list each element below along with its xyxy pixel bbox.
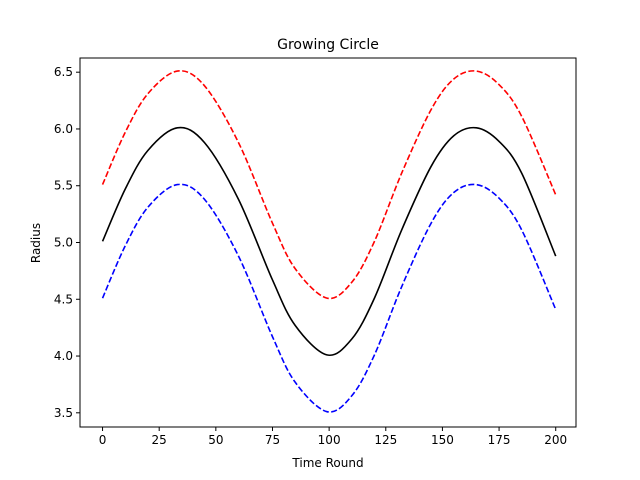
x-axis-label: Time Round (291, 456, 363, 470)
series-line-3 (101, 183, 557, 413)
y-tick-label: 5.5 (54, 179, 73, 193)
y-tick-label: 5.0 (54, 236, 73, 250)
x-tick-label: 200 (544, 433, 567, 447)
x-tick-label: 75 (265, 433, 280, 447)
y-tick-label: 6.0 (54, 122, 73, 136)
series-layer (101, 70, 557, 413)
x-axis: 0 25 50 75 100 125 150 175 200 (99, 427, 567, 447)
y-tick-label: 3.5 (54, 406, 73, 420)
chart-title: Growing Circle (277, 37, 379, 53)
x-tick-label: 100 (318, 433, 341, 447)
x-tick-label: 25 (152, 433, 167, 447)
series-line-2 (101, 126, 557, 357)
x-tick-label: 175 (488, 433, 511, 447)
series-line-1 (101, 70, 557, 300)
y-axis: 3.5 4.0 4.5 5.0 5.5 6.0 6.5 (54, 65, 80, 420)
x-tick-label: 150 (431, 433, 454, 447)
x-tick-label: 50 (208, 433, 223, 447)
x-tick-label: 125 (374, 433, 397, 447)
y-axis-label: Radius (29, 223, 43, 263)
plot-frame (79, 57, 577, 428)
y-tick-label: 6.5 (54, 65, 73, 79)
y-tick-label: 4.0 (54, 349, 73, 363)
x-tick-label: 0 (99, 433, 107, 447)
y-tick-label: 4.5 (54, 292, 73, 306)
